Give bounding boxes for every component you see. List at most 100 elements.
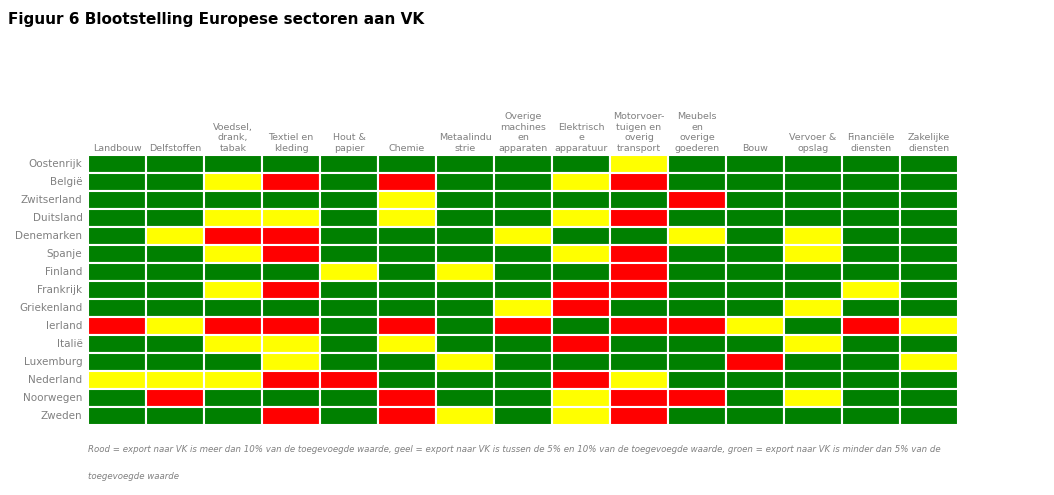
- Bar: [668, 209, 726, 227]
- Bar: [668, 299, 726, 317]
- Text: Elektrisch
e
apparatuur: Elektrisch e apparatuur: [554, 123, 608, 152]
- Bar: [842, 389, 900, 407]
- Bar: [610, 317, 668, 335]
- Text: Financiële
diensten: Financiële diensten: [847, 133, 895, 152]
- Bar: [668, 173, 726, 191]
- Bar: [436, 335, 494, 353]
- Bar: [552, 371, 610, 389]
- Bar: [668, 389, 726, 407]
- Bar: [147, 191, 204, 209]
- Bar: [436, 353, 494, 371]
- Bar: [610, 389, 668, 407]
- Bar: [378, 173, 436, 191]
- Bar: [262, 191, 320, 209]
- Bar: [842, 191, 900, 209]
- Bar: [668, 245, 726, 263]
- Bar: [610, 227, 668, 245]
- Bar: [147, 209, 204, 227]
- Bar: [147, 155, 204, 173]
- Bar: [87, 317, 147, 335]
- Bar: [726, 389, 784, 407]
- Bar: [87, 245, 147, 263]
- Bar: [87, 281, 147, 299]
- Bar: [378, 299, 436, 317]
- Bar: [320, 227, 378, 245]
- Bar: [726, 335, 784, 353]
- Bar: [784, 317, 842, 335]
- Bar: [204, 245, 262, 263]
- Bar: [668, 191, 726, 209]
- Bar: [147, 173, 204, 191]
- Bar: [494, 263, 552, 281]
- Bar: [320, 335, 378, 353]
- Bar: [552, 335, 610, 353]
- Bar: [610, 155, 668, 173]
- Bar: [147, 281, 204, 299]
- Bar: [784, 155, 842, 173]
- Bar: [900, 389, 958, 407]
- Bar: [726, 227, 784, 245]
- Bar: [204, 371, 262, 389]
- Bar: [378, 353, 436, 371]
- Bar: [87, 407, 147, 425]
- Bar: [87, 227, 147, 245]
- Bar: [552, 299, 610, 317]
- Bar: [668, 227, 726, 245]
- Bar: [494, 209, 552, 227]
- Bar: [784, 407, 842, 425]
- Bar: [900, 155, 958, 173]
- Bar: [726, 173, 784, 191]
- Bar: [668, 263, 726, 281]
- Bar: [900, 353, 958, 371]
- Text: toegevoegde waarde: toegevoegde waarde: [87, 472, 179, 481]
- Bar: [204, 227, 262, 245]
- Bar: [900, 317, 958, 335]
- Bar: [87, 173, 147, 191]
- Bar: [610, 281, 668, 299]
- Bar: [668, 407, 726, 425]
- Bar: [784, 335, 842, 353]
- Bar: [494, 371, 552, 389]
- Bar: [900, 281, 958, 299]
- Bar: [668, 155, 726, 173]
- Bar: [610, 299, 668, 317]
- Bar: [900, 263, 958, 281]
- Bar: [668, 353, 726, 371]
- Bar: [147, 335, 204, 353]
- Bar: [378, 371, 436, 389]
- Bar: [378, 263, 436, 281]
- Bar: [842, 299, 900, 317]
- Bar: [262, 173, 320, 191]
- Bar: [87, 335, 147, 353]
- Bar: [842, 227, 900, 245]
- Bar: [726, 245, 784, 263]
- Bar: [320, 281, 378, 299]
- Bar: [87, 155, 147, 173]
- Bar: [436, 263, 494, 281]
- Bar: [494, 335, 552, 353]
- Bar: [610, 371, 668, 389]
- Bar: [610, 407, 668, 425]
- Bar: [147, 227, 204, 245]
- Bar: [204, 389, 262, 407]
- Bar: [494, 281, 552, 299]
- Bar: [436, 371, 494, 389]
- Bar: [87, 389, 147, 407]
- Bar: [610, 245, 668, 263]
- Bar: [610, 263, 668, 281]
- Bar: [87, 371, 147, 389]
- Bar: [900, 245, 958, 263]
- Bar: [900, 335, 958, 353]
- Bar: [262, 407, 320, 425]
- Bar: [204, 155, 262, 173]
- Bar: [842, 371, 900, 389]
- Bar: [784, 191, 842, 209]
- Bar: [552, 245, 610, 263]
- Bar: [726, 155, 784, 173]
- Bar: [842, 281, 900, 299]
- Bar: [610, 335, 668, 353]
- Bar: [552, 353, 610, 371]
- Bar: [494, 389, 552, 407]
- Text: Figuur 6 Blootstelling Europese sectoren aan VK: Figuur 6 Blootstelling Europese sectoren…: [8, 12, 425, 27]
- Bar: [320, 245, 378, 263]
